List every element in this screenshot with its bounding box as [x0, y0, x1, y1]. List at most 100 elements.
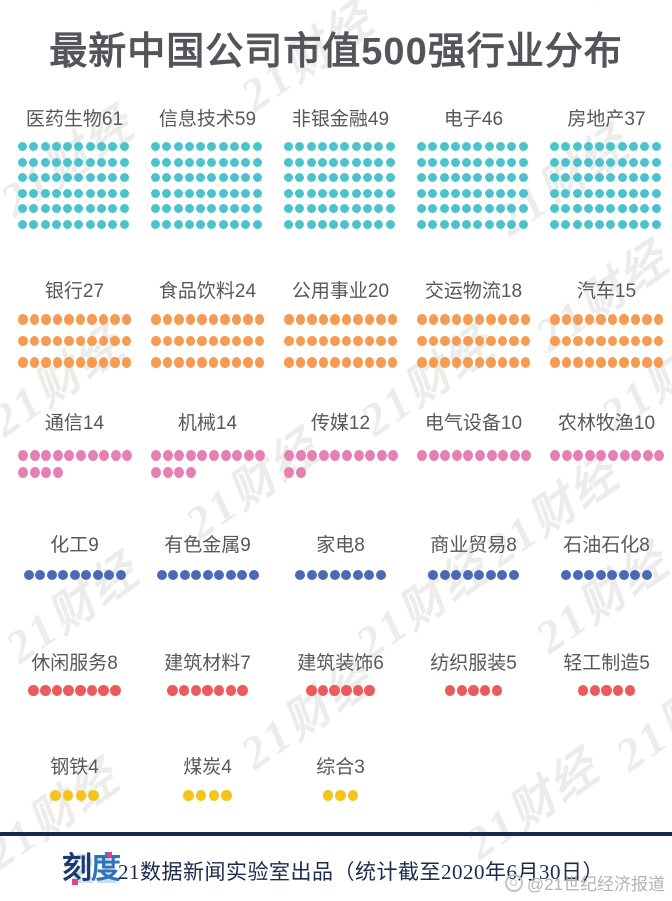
dot-row	[18, 570, 131, 580]
dot-row	[151, 157, 264, 167]
dot	[550, 314, 560, 325]
logo-pink-accent	[107, 852, 112, 857]
category-label: 家电8	[316, 535, 365, 556]
dot	[18, 450, 28, 461]
dot	[85, 173, 95, 183]
dot	[63, 685, 74, 696]
dot	[41, 357, 51, 368]
dot	[595, 188, 605, 198]
dot-row	[284, 157, 397, 167]
dot	[617, 157, 627, 167]
dot	[624, 685, 636, 696]
dot	[329, 570, 340, 580]
dot	[329, 142, 339, 151]
dot	[630, 357, 640, 368]
dot	[364, 685, 375, 696]
media-logo-icon	[504, 873, 523, 892]
dot	[196, 157, 206, 167]
dot	[174, 335, 184, 346]
footer-divider	[0, 832, 672, 836]
category-label: 银行27	[44, 281, 105, 302]
dot	[174, 467, 185, 478]
dot	[376, 314, 386, 325]
dot	[243, 450, 254, 461]
dot	[584, 450, 595, 461]
dot	[486, 314, 496, 325]
dot-grid	[151, 790, 264, 801]
dot	[363, 157, 373, 167]
dot	[121, 314, 131, 325]
weibo-handle: @21世纪经济报道	[526, 875, 665, 894]
category-label: 建筑材料7	[164, 653, 251, 674]
dot-row	[417, 450, 532, 461]
dot-row	[151, 314, 264, 325]
dot	[75, 335, 85, 346]
dot	[197, 314, 207, 325]
dot	[450, 142, 460, 151]
dot	[428, 314, 438, 325]
dot	[284, 188, 293, 198]
dot	[184, 204, 194, 214]
dot	[221, 790, 232, 801]
dot	[40, 188, 50, 198]
dot	[185, 314, 195, 325]
dot	[29, 219, 39, 229]
dot	[207, 219, 217, 229]
dot	[329, 219, 339, 229]
dot	[520, 357, 530, 368]
dot	[284, 219, 293, 229]
dot	[74, 173, 84, 183]
dot	[473, 188, 483, 198]
dot-row	[18, 173, 131, 183]
dot	[232, 450, 243, 461]
dot	[18, 188, 27, 198]
dot	[572, 204, 582, 214]
dot	[88, 790, 99, 801]
category-label: 纺织服装5	[430, 653, 517, 674]
dot	[197, 450, 208, 461]
dot	[498, 450, 509, 461]
dot	[197, 335, 207, 346]
dot	[241, 157, 251, 167]
dot	[185, 450, 196, 461]
dot	[85, 219, 95, 229]
dot	[572, 142, 582, 151]
dot	[252, 173, 262, 183]
dot-grid	[18, 314, 131, 368]
category-label: 综合3	[316, 757, 365, 778]
dot	[473, 219, 483, 229]
dot	[584, 314, 594, 325]
dot	[252, 157, 262, 167]
dot	[508, 570, 519, 580]
dot	[63, 188, 73, 198]
dot	[485, 570, 496, 580]
dot	[439, 570, 450, 580]
dot	[496, 188, 506, 198]
dot	[162, 335, 172, 346]
dot	[151, 450, 161, 461]
dot	[439, 157, 449, 167]
dot	[385, 173, 395, 183]
dot-grid	[550, 685, 663, 696]
dot	[75, 685, 86, 696]
dot	[162, 188, 172, 198]
dot	[52, 467, 63, 478]
dot	[207, 157, 217, 167]
dot	[40, 157, 50, 167]
dot	[185, 357, 195, 368]
dot	[307, 314, 317, 325]
dot-row	[417, 357, 530, 368]
dot	[29, 450, 40, 461]
dot	[295, 157, 305, 167]
dot-row	[284, 685, 397, 696]
dot	[213, 685, 225, 696]
dot	[98, 335, 108, 346]
category-label: 房地产37	[567, 109, 646, 130]
dot	[62, 790, 74, 801]
dot-grid	[151, 142, 264, 229]
dot-grid	[284, 570, 397, 580]
dot	[85, 142, 95, 151]
dot	[87, 357, 97, 368]
dot	[317, 173, 327, 183]
dot	[295, 335, 305, 346]
